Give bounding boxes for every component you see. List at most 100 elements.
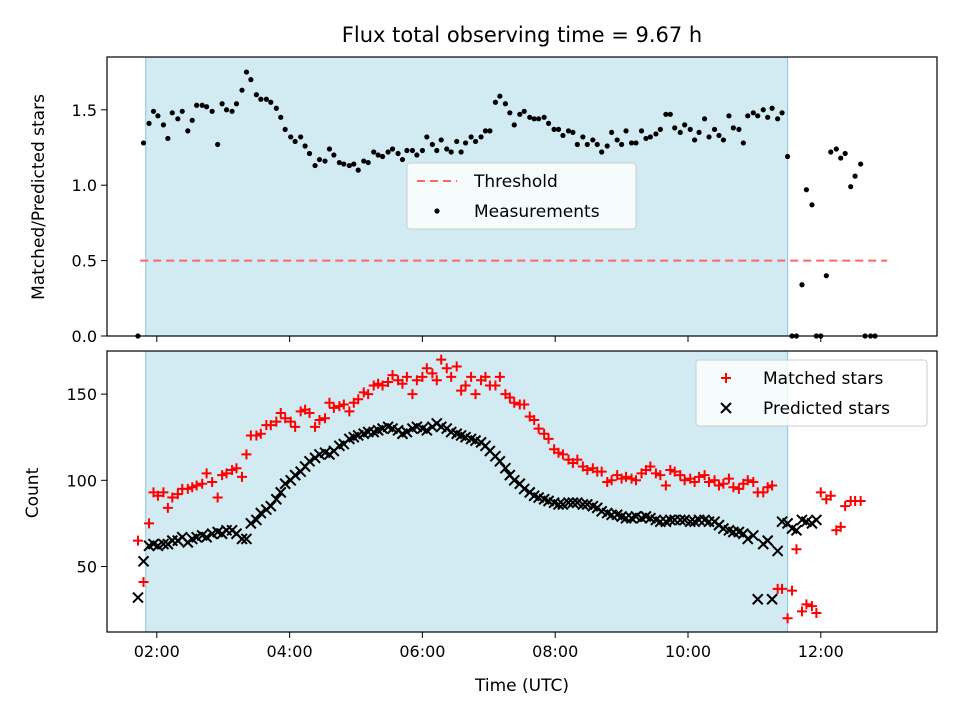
measurement-point <box>692 137 698 143</box>
measurement-point <box>619 141 625 148</box>
measurement-point <box>223 107 230 113</box>
measurement-point <box>209 108 215 114</box>
measurement-point <box>638 128 645 134</box>
matched-star-point <box>660 480 671 491</box>
measurement-point <box>292 138 298 145</box>
measurement-point <box>404 147 410 154</box>
measurement-point <box>497 93 503 99</box>
predicted-star-point <box>250 514 263 526</box>
measurement-point <box>775 116 781 122</box>
measurement-point <box>574 141 580 148</box>
matched-star-point <box>519 399 530 410</box>
matched-star-point <box>733 483 744 494</box>
measurement-point <box>848 184 854 190</box>
matched-star-point <box>241 449 252 460</box>
measurement-point <box>711 126 718 132</box>
measurement-point <box>336 159 342 166</box>
matched-star-point <box>411 375 422 386</box>
measurement-point <box>706 134 712 140</box>
measurement-point <box>769 105 775 111</box>
measurement-point <box>682 122 688 128</box>
measurement-point <box>833 146 839 152</box>
matched-star-point <box>285 416 296 427</box>
matched-star-point <box>645 461 656 472</box>
matched-star-point <box>669 466 680 477</box>
predicted-star-point <box>499 462 512 474</box>
measurement-point <box>628 140 635 146</box>
measurement-point <box>468 134 474 140</box>
matched-star-point <box>290 421 301 432</box>
measurement-point <box>395 150 401 157</box>
matched-star-point <box>713 480 724 491</box>
predicted-star-point <box>684 515 696 528</box>
matched-star-point <box>679 475 690 486</box>
legend-label-measurements: Measurements <box>474 202 600 222</box>
matched-star-point <box>304 408 315 419</box>
predicted-star-point <box>674 514 686 526</box>
measurement-point <box>614 137 620 143</box>
measurement-point <box>389 146 396 152</box>
matched-star-point <box>397 378 408 389</box>
series-matched-stars <box>132 354 866 624</box>
measurement-point <box>580 134 586 140</box>
measurement-point <box>599 149 605 155</box>
measurement-point <box>444 146 450 152</box>
measurement-point <box>472 138 479 145</box>
matched-star-point <box>509 397 520 408</box>
matched-star-point <box>504 392 515 403</box>
y-tick-label: 150 <box>66 385 97 404</box>
measurement-point <box>502 101 508 107</box>
measurement-point <box>385 149 391 155</box>
top-panel: 0.0 0.5 1.0 1.5 Threshold Measurements <box>72 56 938 346</box>
matched-star-point <box>446 371 457 382</box>
measurement-point <box>779 110 785 116</box>
measurement-point <box>823 273 829 279</box>
measurement-point <box>462 140 469 146</box>
matched-star-point <box>227 464 238 475</box>
predicted-star-point <box>766 593 778 605</box>
measurement-point <box>852 173 858 179</box>
matched-star-point <box>835 521 846 532</box>
measurement-point <box>160 122 167 128</box>
y-axis-label-count: Count <box>23 467 43 518</box>
matched-star-point <box>529 414 540 425</box>
legend-label-threshold: Threshold <box>473 172 558 192</box>
predicted-star-point <box>255 507 267 519</box>
y-tick-label: 0.0 <box>72 327 97 346</box>
predicted-star-point <box>771 545 784 557</box>
measurement-point <box>517 111 523 117</box>
matched-star-point <box>767 480 778 491</box>
measurement-point <box>185 128 191 134</box>
matched-star-point <box>427 368 438 379</box>
measurement-point <box>478 134 484 140</box>
predicted-star-point <box>137 555 150 568</box>
y-tick-label: 0.5 <box>72 252 97 271</box>
measurement-point <box>785 153 791 160</box>
matched-star-point <box>338 399 349 410</box>
matched-star-point <box>616 473 627 484</box>
matched-star-point <box>460 380 471 391</box>
measurement-point <box>351 161 357 167</box>
measurement-point <box>434 147 440 154</box>
measurement-point <box>858 161 864 167</box>
chart-title: Flux total observing time = 9.67 h <box>342 23 702 47</box>
legend-label-predicted-stars: Predicted stars <box>763 399 890 419</box>
measurement-point <box>760 107 766 113</box>
predicted-star-point <box>132 591 144 604</box>
matched-star-point <box>172 489 183 500</box>
matched-star-point <box>470 389 481 400</box>
measurement-point <box>278 114 284 120</box>
measurement-point <box>828 149 834 155</box>
matched-star-point <box>801 599 812 610</box>
matched-star-point <box>543 433 554 444</box>
matched-star-point <box>353 394 364 405</box>
measurement-point <box>379 153 386 160</box>
matched-star-point <box>480 371 491 382</box>
matched-star-point <box>694 471 705 482</box>
matched-star-point <box>328 402 339 413</box>
measurement-point <box>165 135 171 142</box>
matched-star-point <box>167 492 178 503</box>
matched-star-point <box>748 477 759 488</box>
measurement-point <box>355 167 361 173</box>
matched-star-point <box>728 482 739 493</box>
